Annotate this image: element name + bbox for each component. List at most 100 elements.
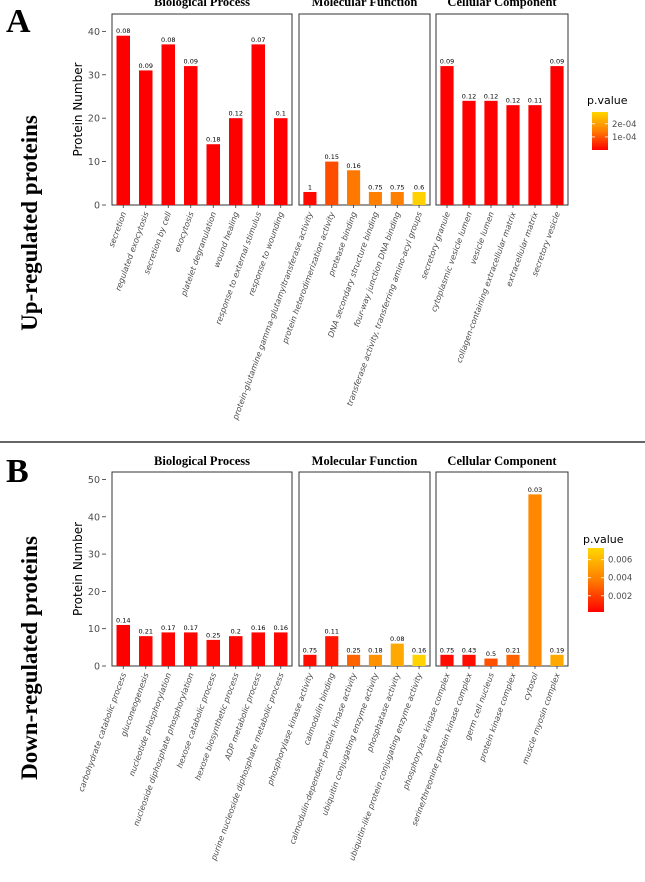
facet-frame bbox=[298, 13, 431, 206]
y-tick-label: 20 bbox=[88, 114, 100, 125]
bar[interactable] bbox=[229, 118, 243, 205]
facet-frame bbox=[435, 13, 569, 206]
bar-value-label: 0.11 bbox=[528, 97, 542, 105]
x-tick-label: secretion bbox=[107, 211, 128, 249]
legend-tick-label: 0.004 bbox=[608, 574, 632, 584]
bar[interactable] bbox=[506, 654, 520, 666]
bar[interactable] bbox=[251, 632, 266, 666]
bar[interactable] bbox=[412, 191, 426, 205]
bar-value-label: 0.16 bbox=[274, 624, 288, 632]
bar[interactable] bbox=[550, 654, 564, 666]
bar-value-label: 0.21 bbox=[139, 628, 153, 636]
panel-b: B Down-regulated proteins Protein Number 0 1… bbox=[6, 453, 632, 863]
bar[interactable] bbox=[440, 654, 454, 666]
bar[interactable] bbox=[440, 66, 454, 205]
bar-value-label: 0.21 bbox=[506, 646, 520, 654]
bar[interactable] bbox=[116, 624, 131, 666]
bar[interactable] bbox=[274, 632, 288, 666]
y-tick-label: 20 bbox=[88, 587, 100, 598]
bar-value-label: 0.16 bbox=[251, 624, 265, 632]
bar[interactable] bbox=[347, 170, 361, 205]
bar-value-label: 0.18 bbox=[368, 646, 382, 654]
bar-value-label: 0.08 bbox=[161, 36, 175, 44]
bar[interactable] bbox=[161, 44, 176, 205]
bar[interactable] bbox=[325, 161, 339, 205]
bar[interactable] bbox=[116, 35, 131, 205]
bar-value-label: 1 bbox=[308, 183, 312, 191]
bar[interactable] bbox=[184, 66, 198, 205]
bar[interactable] bbox=[412, 654, 426, 666]
bar-value-label: 0.19 bbox=[550, 646, 564, 654]
y-tick-label: 0 bbox=[94, 201, 100, 212]
bar-value-label: 0.03 bbox=[528, 486, 542, 494]
bar[interactable] bbox=[303, 191, 317, 205]
facet-title: Molecular Function bbox=[312, 454, 418, 468]
y-tick-label: 30 bbox=[88, 550, 100, 561]
bar-value-label: 0.43 bbox=[462, 646, 476, 654]
bar[interactable] bbox=[368, 654, 382, 666]
bar[interactable] bbox=[484, 100, 498, 205]
bar[interactable] bbox=[347, 654, 361, 666]
y-axis-title: Protein Number bbox=[71, 522, 85, 616]
bar-value-label: 0.16 bbox=[412, 646, 426, 654]
bar[interactable] bbox=[229, 636, 243, 666]
bar-value-label: 0.12 bbox=[484, 92, 498, 100]
panel-label: B bbox=[6, 453, 29, 490]
bar[interactable] bbox=[390, 643, 404, 666]
bar-value-label: 0.14 bbox=[116, 616, 130, 624]
bar[interactable] bbox=[462, 654, 476, 666]
bar[interactable] bbox=[274, 118, 288, 205]
bar-value-label: 0.16 bbox=[346, 162, 360, 170]
x-tick-label: nucleotide phosphorylation bbox=[127, 672, 173, 778]
y-tick-label: 30 bbox=[88, 70, 100, 81]
facet-title: Molecular Function bbox=[312, 0, 418, 9]
y-tick-label: 0 bbox=[94, 662, 100, 673]
legend-title: p.value bbox=[587, 94, 628, 107]
facet-frame bbox=[111, 471, 293, 667]
bar-value-label: 0.11 bbox=[325, 628, 339, 636]
bar[interactable] bbox=[368, 191, 382, 205]
bar-value-label: 0.09 bbox=[139, 62, 153, 70]
bar[interactable] bbox=[390, 191, 404, 205]
y-tick-label: 10 bbox=[88, 624, 100, 635]
y-tick-label: 50 bbox=[88, 475, 100, 486]
x-tick-label: hexose biosynthetic process bbox=[193, 672, 240, 782]
bar-value-label: 0.12 bbox=[229, 110, 243, 118]
bar-value-label: 0.09 bbox=[184, 58, 198, 66]
legend-tick-label: 2e-04 bbox=[612, 120, 637, 130]
bar[interactable] bbox=[206, 639, 221, 666]
bar[interactable] bbox=[251, 44, 266, 205]
facet-title: Cellular Component bbox=[447, 454, 557, 468]
bar-value-label: 0.1 bbox=[276, 110, 286, 118]
bar-value-label: 0.75 bbox=[440, 646, 454, 654]
bar[interactable] bbox=[161, 632, 176, 666]
bar-value-label: 0.08 bbox=[116, 27, 130, 35]
bar[interactable] bbox=[506, 105, 520, 205]
bar-value-label: 0.17 bbox=[161, 624, 175, 632]
bar[interactable] bbox=[528, 105, 542, 205]
bar[interactable] bbox=[528, 494, 542, 666]
legend-tick-label: 0.002 bbox=[608, 592, 632, 602]
bar-value-label: 0.75 bbox=[390, 183, 404, 191]
bar[interactable] bbox=[484, 658, 498, 666]
bar[interactable] bbox=[325, 636, 339, 666]
bar-value-label: 0.5 bbox=[486, 650, 496, 658]
bar[interactable] bbox=[462, 100, 476, 205]
facet-biological-process: Biological Process0.08secretion0.09regul… bbox=[107, 0, 293, 326]
bar-value-label: 0.25 bbox=[206, 631, 220, 639]
side-title: Up-regulated proteins bbox=[17, 115, 42, 331]
bar[interactable] bbox=[139, 636, 153, 666]
bar[interactable] bbox=[184, 632, 198, 666]
legend-title: p.value bbox=[583, 533, 624, 546]
bar[interactable] bbox=[303, 654, 317, 666]
y-tick-label: 40 bbox=[88, 512, 100, 523]
bar[interactable] bbox=[206, 144, 221, 205]
bar[interactable] bbox=[139, 70, 153, 205]
bar-value-label: 0.18 bbox=[206, 136, 220, 144]
bar[interactable] bbox=[550, 66, 564, 205]
y-tick-label: 40 bbox=[88, 27, 100, 38]
